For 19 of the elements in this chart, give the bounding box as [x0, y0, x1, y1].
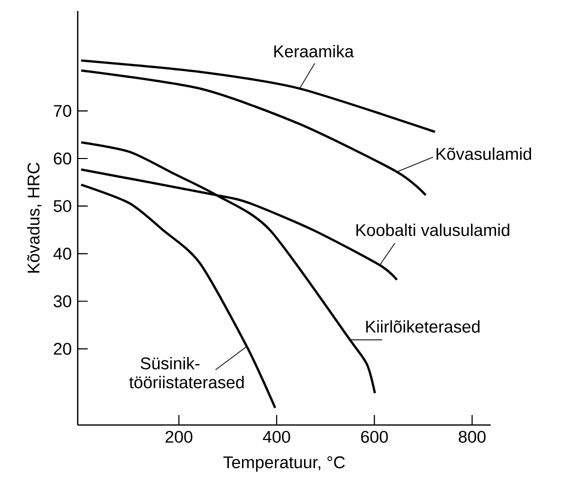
x-axis-title: Temperatuur, °C	[223, 456, 345, 472]
y-tick-label: 70	[54, 104, 72, 117]
x-tick-label: 800	[458, 430, 486, 443]
y-tick-label: 40	[53, 248, 72, 260]
x-tick-label: 200	[166, 430, 192, 443]
series-label: Kiirlõiketerased	[366, 320, 480, 333]
series-label: Keraamika	[274, 44, 354, 58]
y-tick-label: 50	[54, 200, 72, 212]
y-tick-label: 60	[54, 152, 72, 165]
series-label: Süsinik-tööriistaterased	[129, 356, 244, 388]
y-tick-label: 20	[54, 342, 72, 355]
x-tick-label: 400	[262, 430, 290, 443]
series-label: Koobalti valusulamid	[356, 224, 510, 236]
line-series	[80, 184, 276, 409]
line-series	[80, 59, 436, 133]
x-tick-label: 600	[361, 430, 388, 443]
y-tick-label: 30	[54, 295, 72, 308]
y-axis-title: Kõvadus, HRC	[27, 162, 42, 273]
legend-label: Kõvasulamid	[436, 148, 532, 160]
